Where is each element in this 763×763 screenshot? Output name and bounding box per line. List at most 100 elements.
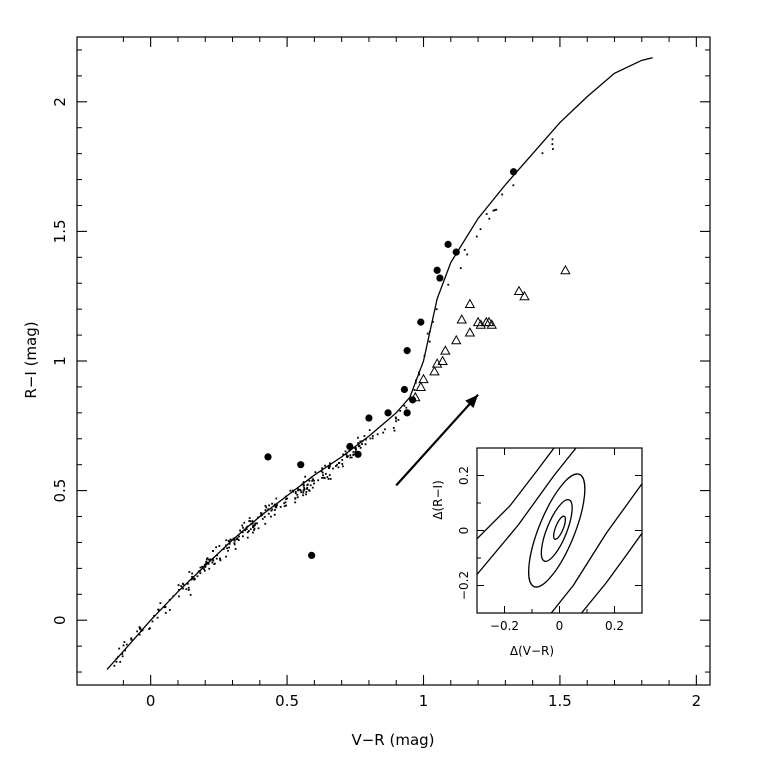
small-dot <box>225 539 228 542</box>
small-dot <box>136 630 138 633</box>
inset-contours <box>477 448 642 613</box>
small-dot <box>349 454 352 457</box>
small-dot <box>243 521 246 524</box>
small-dot <box>185 588 188 591</box>
small-dot <box>393 429 396 432</box>
small-dot <box>286 497 289 500</box>
small-dot <box>275 505 278 508</box>
small-dot <box>358 444 361 447</box>
small-dot <box>249 528 252 531</box>
small-dot <box>130 637 133 640</box>
small-dot <box>273 513 276 516</box>
small-dot <box>213 563 216 565</box>
small-dot <box>364 438 367 441</box>
filled-circle-point <box>452 248 460 256</box>
filled-circle-point <box>346 442 354 451</box>
small-dot <box>275 506 278 509</box>
small-dot <box>247 530 250 532</box>
small-dot <box>349 456 352 459</box>
small-dot <box>323 477 326 480</box>
small-dot <box>207 562 210 565</box>
small-dot <box>541 152 544 155</box>
small-dot <box>485 213 488 215</box>
small-dot <box>229 538 232 541</box>
small-dot <box>205 558 208 561</box>
small-dot <box>265 506 268 509</box>
arrow-shaft <box>395 393 479 487</box>
inset-ticks: −0.2 0 0.2 −0.2 0 0.2 <box>457 447 643 633</box>
small-dot <box>235 538 238 540</box>
small-dot <box>326 476 329 478</box>
small-dot <box>371 437 374 440</box>
small-dot <box>501 193 504 196</box>
small-dot <box>261 517 264 520</box>
small-dot <box>164 611 167 614</box>
small-dot <box>182 587 184 590</box>
small-dot <box>337 466 340 469</box>
small-dot <box>283 502 286 505</box>
small-dot <box>289 489 292 492</box>
small-dot <box>211 550 214 552</box>
inset-x-axis-label: Δ(V−R) <box>510 644 554 658</box>
small-dot <box>350 456 353 459</box>
small-dot <box>251 522 254 525</box>
small-dot <box>552 148 554 150</box>
inset-background <box>476 447 643 614</box>
small-dot <box>308 489 311 492</box>
small-dot <box>159 602 162 605</box>
small-dot <box>328 467 331 469</box>
open-triangle-point <box>415 381 427 391</box>
contour-closed-0 <box>552 515 567 540</box>
small-dot <box>254 523 257 526</box>
small-dot <box>275 497 278 500</box>
inset-y-axis-label: Δ(R−I) <box>431 480 445 520</box>
small-dot <box>124 649 127 652</box>
inset-x-tick-label-2: 0.2 <box>605 619 624 633</box>
small-dot <box>306 488 308 490</box>
open-triangle-point <box>429 365 440 376</box>
small-dot <box>219 557 221 560</box>
small-dot <box>352 451 355 453</box>
small-dot <box>313 482 315 485</box>
small-dot <box>432 320 434 323</box>
small-dot <box>256 522 258 525</box>
y-tick-label-0: 0 <box>51 615 69 625</box>
small-dot <box>130 638 133 641</box>
small-dot <box>264 509 267 512</box>
small-dot <box>251 520 254 522</box>
x-tick-label-4: 2 <box>692 692 702 710</box>
filled-circle-point <box>354 450 362 458</box>
small-dot <box>285 504 288 507</box>
small-dot <box>371 435 374 437</box>
small-dot <box>359 446 362 449</box>
small-dot <box>296 493 299 496</box>
small-dot <box>113 664 116 667</box>
filled-circle-point <box>433 266 441 274</box>
open-triangle-point <box>560 264 571 275</box>
small-dot <box>163 606 166 609</box>
filled-circle-point <box>297 461 305 469</box>
small-dot <box>435 308 438 311</box>
small-dot <box>218 545 221 547</box>
small-dot <box>187 586 190 589</box>
small-dot <box>191 572 194 575</box>
small-dot <box>199 572 202 575</box>
open-triangle-point <box>464 298 476 308</box>
open-triangle-point <box>410 391 421 402</box>
small-dot <box>395 420 397 423</box>
filled-circle-point <box>408 396 417 404</box>
small-dot <box>205 562 207 565</box>
small-dot <box>156 616 159 619</box>
small-dot <box>364 443 367 446</box>
small-dot <box>459 267 462 270</box>
small-dot <box>182 583 185 586</box>
small-dot <box>206 557 209 560</box>
filled-circle-point <box>365 414 373 422</box>
small-dot <box>418 373 421 376</box>
small-dot <box>327 478 330 480</box>
open-triangle-point <box>440 345 451 355</box>
small-dot <box>308 479 311 482</box>
small-dot <box>357 442 360 445</box>
small-dot <box>322 474 324 477</box>
small-dot <box>196 575 199 578</box>
